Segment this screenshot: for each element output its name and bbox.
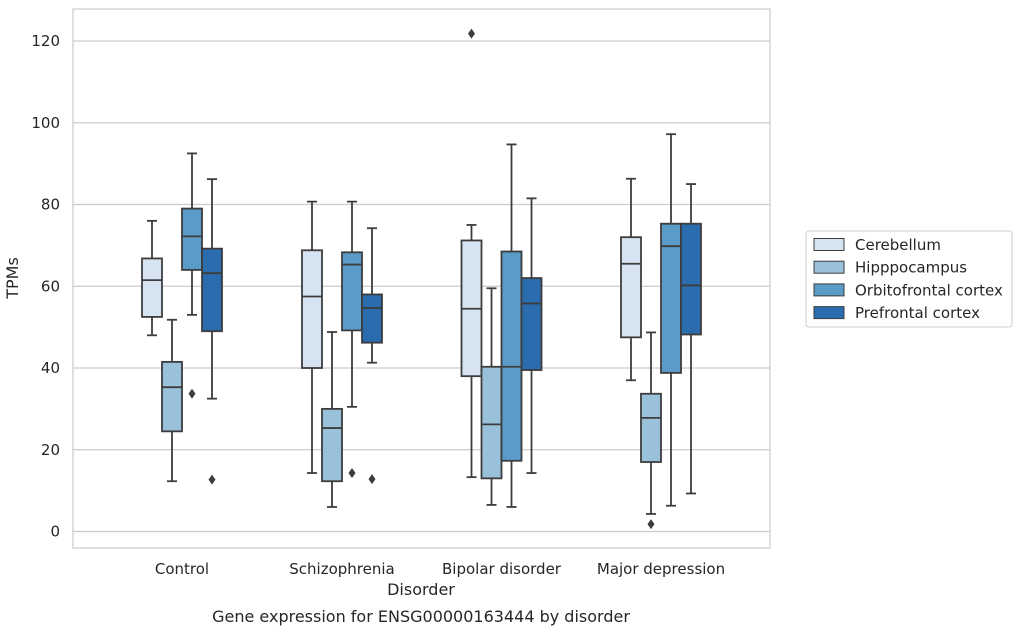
outlier-marker <box>348 468 356 479</box>
legend-label: Cerebellum <box>855 236 941 254</box>
box-plot <box>161 318 183 483</box>
box <box>161 360 183 433</box>
x-tick-label: Bipolar disorder <box>442 560 562 578</box>
outlier-marker <box>647 519 655 530</box>
y-axis-label: TPMs <box>3 257 22 300</box>
box-plot <box>520 197 543 474</box>
legend-frame <box>805 230 1013 328</box>
x-tick-label: Major depression <box>597 560 725 578</box>
box <box>181 207 203 271</box>
box <box>500 250 523 462</box>
y-tick-label: 20 <box>41 441 60 459</box>
box <box>680 222 702 336</box>
box <box>640 392 662 463</box>
y-tick-label: 60 <box>41 277 60 295</box>
legend-label: Prefrontal cortex <box>855 304 980 322</box>
box-plot <box>321 331 343 508</box>
y-tick-label: 100 <box>31 114 60 132</box>
chart-title: Gene expression for ENSG00000163444 by d… <box>212 607 630 626</box>
x-tick-label: Control <box>155 560 209 578</box>
box-plot <box>660 133 682 507</box>
box <box>321 407 343 483</box>
box <box>520 277 543 371</box>
outlier-marker <box>188 388 196 399</box>
x-tick-label: Schizophrenia <box>289 560 394 578</box>
box-plot <box>181 152 203 399</box>
box-plot <box>201 178 223 485</box>
box-plots <box>141 28 702 530</box>
box-plot <box>500 143 523 508</box>
y-tick-label: 40 <box>41 359 60 377</box>
legend-label: Orbitofrontal cortex <box>855 281 1003 299</box>
box-plot <box>460 28 483 479</box>
box-plot <box>680 183 702 495</box>
box-plot <box>301 200 323 474</box>
box <box>480 365 503 480</box>
box <box>361 293 383 344</box>
x-axis-label: Disorder <box>387 580 455 599</box>
box <box>201 247 223 333</box>
box <box>141 257 163 318</box>
outlier-marker <box>208 474 216 485</box>
legend-swatch <box>813 260 845 274</box>
legend-label: Hipppocampus <box>855 259 967 277</box>
box-plot <box>361 227 383 485</box>
legend-swatch <box>813 238 845 251</box>
box-plot <box>640 331 662 530</box>
legend-swatch <box>813 306 845 320</box>
outlier-marker <box>368 474 376 485</box>
y-tick-labels: 0 20 40 60 80 100 120 <box>31 32 60 541</box>
box-plot <box>141 219 163 337</box>
y-tick-label: 80 <box>41 196 60 214</box>
box-plot <box>341 200 363 479</box>
y-tick-label: 120 <box>31 32 60 50</box>
x-tick-labels: Control Schizophrenia Bipolar disorder Majo… <box>155 560 725 578</box>
legend-items: Cerebellum Hipppocampus Orbitofrontal cort… <box>813 236 1003 322</box>
plot-frame <box>72 8 771 549</box>
y-tick-label: 0 <box>50 523 60 541</box>
legend: Cerebellum Hipppocampus Orbitofrontal cort… <box>805 230 1013 328</box>
grid-lines <box>73 40 770 533</box>
box <box>341 251 363 332</box>
box <box>301 249 323 369</box>
box <box>620 236 642 339</box>
box-plot <box>620 177 642 382</box>
legend-swatch <box>813 283 845 297</box>
outlier-marker <box>468 28 475 39</box>
